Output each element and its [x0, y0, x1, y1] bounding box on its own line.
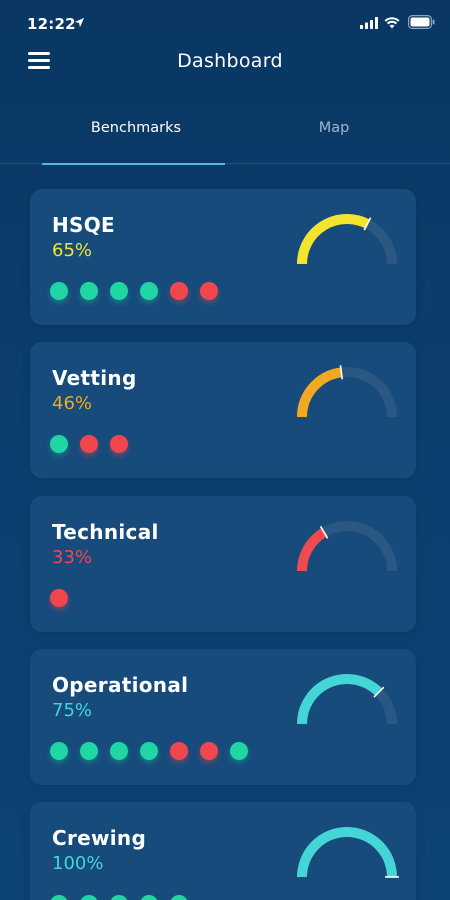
status-dot-green: [80, 895, 98, 900]
benchmark-name: Vetting: [52, 366, 137, 390]
benchmark-name: HSQE: [52, 213, 116, 237]
benchmark-percent: 100%: [52, 853, 104, 874]
gauge-needle: [339, 365, 344, 380]
wifi-icon: [384, 17, 400, 29]
gauge-fill: [297, 674, 383, 725]
status-dot-green: [80, 742, 98, 760]
benchmark-card-crewing[interactable]: Crewing 100%: [30, 802, 416, 900]
page-title: Dashboard: [177, 50, 283, 72]
benchmark-card-technical[interactable]: Technical 33%: [30, 496, 416, 632]
tab-map[interactable]: Map: [318, 120, 350, 136]
location-arrow-icon: [74, 17, 85, 28]
status-dot-red: [200, 742, 218, 760]
gauge-fill: [297, 367, 343, 418]
status-dot-green: [140, 895, 158, 900]
status-dot-green: [110, 742, 128, 760]
status-dots: [50, 282, 230, 302]
cellular-signal-icon: [360, 17, 378, 29]
status-dot-green: [110, 282, 128, 300]
benchmark-percent: 46%: [52, 393, 93, 414]
status-dot-red: [170, 742, 188, 760]
status-dot-green: [50, 742, 68, 760]
benchmark-card-vetting[interactable]: Vetting 46%: [30, 342, 416, 478]
benchmark-percent: 33%: [52, 547, 93, 568]
benchmark-card-hsqe[interactable]: HSQE 65%: [30, 189, 416, 325]
gauge-fill: [297, 214, 370, 265]
benchmark-name: Crewing: [52, 826, 147, 850]
benchmark-name: Technical: [52, 520, 159, 544]
gauge-chart: [297, 521, 397, 572]
battery-icon: [408, 15, 435, 29]
tab-bar: Benchmarks Map: [0, 100, 450, 166]
active-tab-indicator: [42, 163, 225, 165]
gauge-fill: [297, 827, 397, 878]
status-dot-red: [50, 589, 68, 607]
gauge-needle: [319, 525, 329, 539]
tabs-divider: [0, 163, 450, 164]
status-dot-green: [230, 742, 248, 760]
gauge-fill: [297, 527, 327, 572]
status-dots: [50, 895, 200, 900]
status-dot-green: [50, 282, 68, 300]
status-dot-green: [170, 895, 188, 900]
status-dot-green: [140, 282, 158, 300]
gauge-needle: [363, 217, 372, 231]
status-dot-red: [110, 435, 128, 453]
status-dot-green: [110, 895, 128, 900]
status-dots: [50, 589, 80, 609]
benchmark-percent: 65%: [52, 240, 93, 261]
gauge-needle: [373, 686, 385, 698]
status-time: 12:22: [27, 15, 76, 33]
status-dot-green: [50, 895, 68, 900]
status-dot-green: [80, 282, 98, 300]
status-dot-red: [170, 282, 188, 300]
status-dot-red: [80, 435, 98, 453]
gauge-chart: [297, 365, 397, 418]
status-dot-green: [140, 742, 158, 760]
benchmark-name: Operational: [52, 673, 189, 697]
benchmark-percent: 75%: [52, 700, 93, 721]
benchmark-card-operational[interactable]: Operational 75%: [30, 649, 416, 785]
status-bar: 12:22: [0, 0, 450, 46]
status-dots: [50, 435, 140, 455]
status-dot-green: [50, 435, 68, 453]
gauge-chart: [297, 827, 399, 878]
status-dots: [50, 742, 260, 762]
gauge-chart: [297, 674, 397, 725]
tab-benchmarks[interactable]: Benchmarks: [90, 120, 182, 136]
status-dot-red: [200, 282, 218, 300]
gauge-chart: [297, 214, 397, 265]
hamburger-menu-icon[interactable]: [28, 52, 50, 69]
